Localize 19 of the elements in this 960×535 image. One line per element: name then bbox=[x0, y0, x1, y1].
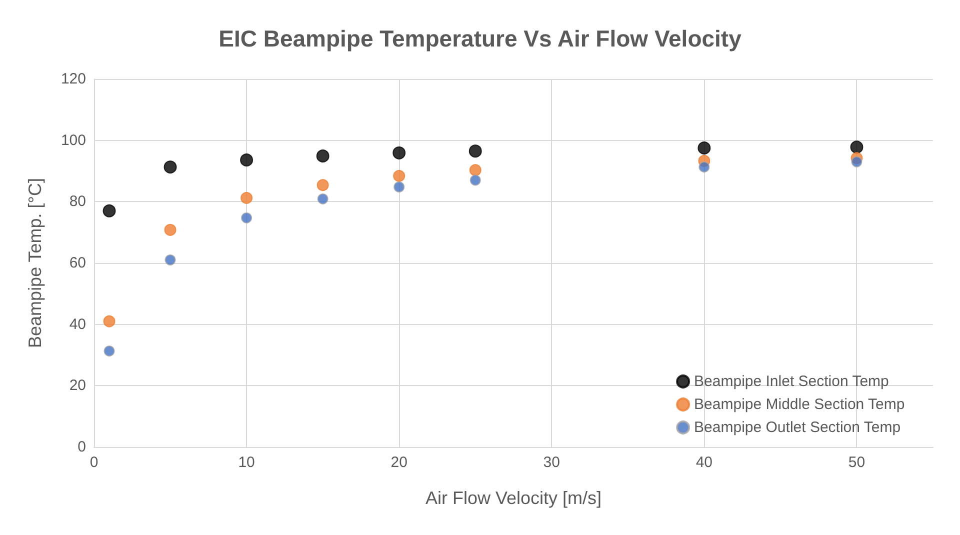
y-tick-label: 80 bbox=[69, 193, 86, 210]
x-tick-label: 0 bbox=[90, 454, 98, 471]
legend-label: Beampipe Outlet Section Temp bbox=[694, 419, 901, 436]
chart-title: EIC Beampipe Temperature Vs Air Flow Velocity bbox=[218, 26, 742, 52]
y-axis-title: Beampipe Temp. [°C] bbox=[25, 178, 45, 348]
y-tick-label: 20 bbox=[69, 377, 86, 394]
x-tick-label: 40 bbox=[696, 454, 713, 471]
legend-label: Beampipe Middle Section Temp bbox=[694, 396, 905, 413]
x-tick-label: 50 bbox=[848, 454, 866, 471]
x-tick-label: 30 bbox=[543, 454, 560, 471]
legend-label: Beampipe Inlet Section Temp bbox=[694, 373, 889, 390]
y-tick-label: 40 bbox=[69, 316, 86, 333]
y-tick-label: 60 bbox=[69, 254, 86, 272]
y-tick-label: 120 bbox=[60, 70, 86, 88]
x-axis-title: Air Flow Velocity [m/s] bbox=[425, 488, 602, 508]
x-tick-label: 10 bbox=[238, 454, 255, 471]
y-tick-label: 100 bbox=[60, 132, 86, 149]
y-tick-label: 0 bbox=[78, 438, 86, 456]
x-tick-label: 20 bbox=[390, 454, 408, 471]
